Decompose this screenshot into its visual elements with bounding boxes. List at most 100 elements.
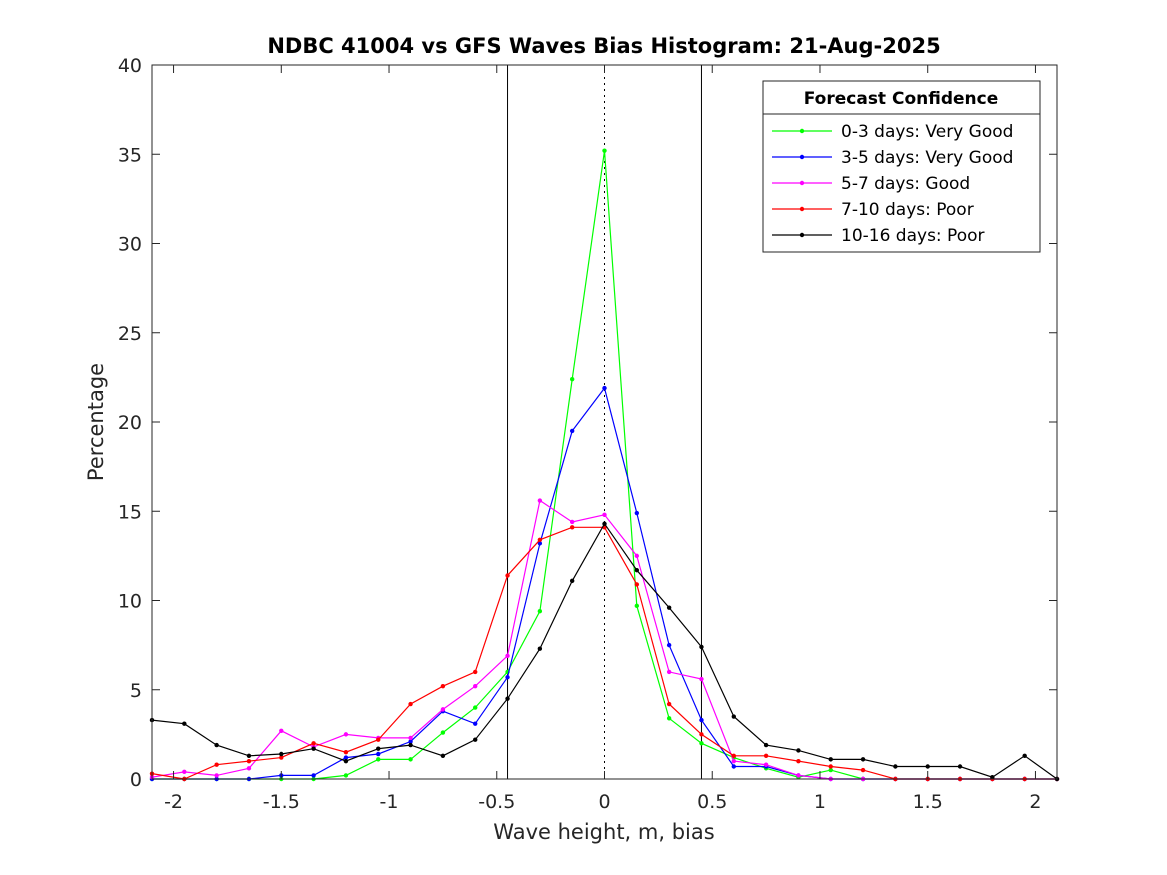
y-tick-label: 40 — [118, 55, 142, 77]
data-point — [408, 757, 413, 762]
legend-items: 0-3 days: Very Good 3-5 days: Very Good 5-… — [772, 122, 1013, 246]
legend-label: 10-16 days: Poor — [841, 226, 985, 246]
x-tick-label: -1 — [380, 791, 399, 813]
data-point — [634, 567, 640, 573]
data-point — [666, 605, 672, 610]
data-point — [473, 721, 478, 726]
y-tick-label: 15 — [118, 501, 142, 523]
data-point — [182, 721, 187, 726]
data-point — [569, 428, 575, 434]
data-point — [537, 541, 543, 546]
data-point — [860, 767, 866, 773]
y-tick-label: 20 — [118, 412, 142, 434]
data-point — [666, 642, 672, 648]
data-point — [569, 376, 575, 382]
data-point — [343, 758, 349, 764]
data-point — [602, 512, 607, 518]
data-point — [376, 746, 381, 751]
data-point — [602, 521, 607, 526]
legend: Forecast Confidence 0-3 days: Very Good 3… — [762, 80, 1041, 253]
legend-item-1: 0-3 days: Very Good — [772, 122, 1013, 142]
data-point — [537, 609, 543, 614]
data-point — [731, 758, 736, 764]
legend-item-3: 5-7 days: Good — [772, 174, 970, 194]
data-point — [925, 764, 930, 769]
data-point — [408, 701, 413, 707]
data-point — [763, 753, 769, 758]
data-point — [440, 683, 446, 689]
data-point — [860, 757, 866, 762]
legend-item-5: 10-16 days: Poor — [772, 226, 985, 246]
x-tick-label: -1.5 — [263, 791, 300, 813]
data-point — [537, 537, 543, 543]
data-point — [763, 762, 769, 767]
data-point — [602, 385, 607, 391]
data-point — [343, 755, 349, 760]
y-tick-label: 35 — [118, 144, 142, 166]
data-point — [246, 758, 252, 764]
data-point — [828, 757, 833, 762]
data-point — [473, 737, 478, 742]
data-point — [699, 741, 704, 746]
y-tick-label: 10 — [118, 591, 142, 613]
data-point — [246, 766, 252, 771]
data-point — [699, 717, 704, 723]
data-point — [505, 675, 510, 680]
data-point — [828, 764, 833, 769]
y-tick-label: 30 — [118, 234, 142, 256]
x-tick-label: -2 — [164, 791, 183, 813]
data-point — [311, 773, 316, 778]
data-point — [796, 758, 801, 764]
x-axis-label: Wave height, m, bias — [493, 820, 714, 844]
legend-item-2: 3-5 days: Very Good — [772, 148, 1013, 168]
legend-label: 5-7 days: Good — [841, 174, 970, 194]
x-tick-label: 0.5 — [697, 791, 727, 813]
data-point — [343, 750, 349, 755]
data-point — [440, 753, 446, 758]
data-point — [408, 742, 413, 748]
legend-label: 7-10 days: Poor — [841, 200, 974, 220]
data-point — [699, 676, 704, 682]
data-point — [666, 716, 672, 721]
data-point — [634, 603, 640, 609]
data-point — [343, 773, 349, 778]
data-point — [731, 753, 736, 758]
data-point — [279, 751, 284, 757]
chart-title: NDBC 41004 vs GFS Waves Bias Histogram: … — [267, 34, 940, 58]
legend-swatch-marker — [799, 154, 805, 160]
data-point — [569, 525, 575, 530]
data-point — [311, 741, 316, 746]
data-point — [796, 773, 801, 778]
legend-title: Forecast Confidence — [804, 89, 999, 109]
data-point — [699, 644, 704, 650]
data-point — [602, 148, 607, 153]
data-point — [634, 510, 640, 516]
y-axis-label: Percentage — [84, 363, 108, 481]
x-tick-label: 1 — [814, 791, 826, 813]
x-axis-ticks: -2 -1.5 -1 -0.5 0 0.5 1 1.5 2 — [164, 65, 1041, 813]
data-point — [796, 748, 801, 753]
legend-swatch-marker — [799, 206, 805, 212]
data-point — [537, 646, 543, 651]
data-point — [376, 751, 381, 757]
data-point — [893, 764, 898, 769]
data-point — [634, 582, 640, 587]
data-point — [473, 669, 478, 675]
legend-label: 0-3 days: Very Good — [841, 122, 1013, 142]
data-point — [376, 737, 381, 742]
data-point — [666, 669, 672, 675]
data-point — [182, 769, 187, 775]
series-5 — [149, 521, 1060, 782]
data-point — [828, 767, 833, 773]
data-point — [666, 701, 672, 707]
data-point — [731, 714, 736, 719]
data-point — [505, 653, 510, 659]
data-point — [957, 764, 963, 769]
data-point — [214, 762, 219, 767]
legend-item-4: 7-10 days: Poor — [772, 200, 974, 220]
x-tick-label: 1.5 — [913, 791, 943, 813]
data-point — [440, 707, 446, 712]
y-axis-ticks: 0 5 10 15 20 25 30 35 40 — [118, 55, 1057, 791]
data-point — [505, 696, 510, 701]
